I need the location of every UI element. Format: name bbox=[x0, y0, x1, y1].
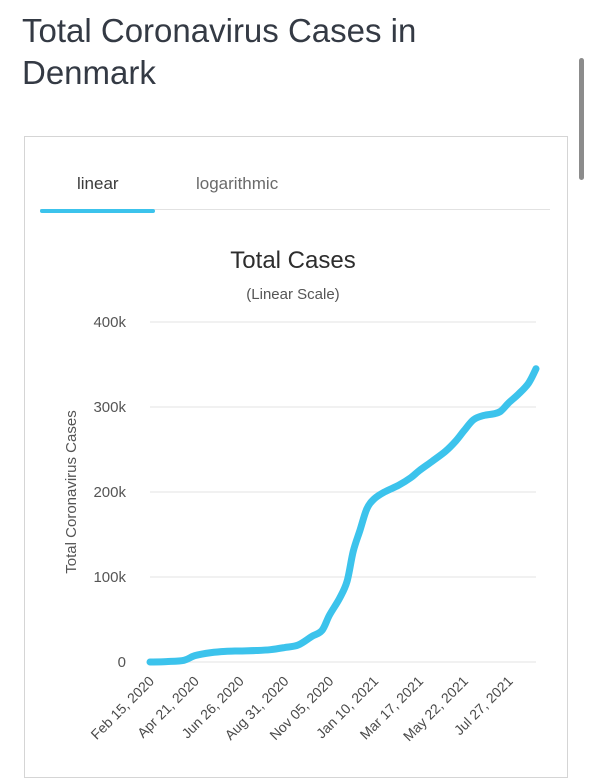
y-tick-label: 300k bbox=[93, 399, 126, 416]
y-axis-label: Total Coronavirus Cases bbox=[63, 410, 80, 573]
y-tick-label: 0 bbox=[118, 654, 126, 671]
y-axis-ticks: 0 100k 200k 300k 400k bbox=[93, 314, 126, 671]
page-title: Total Coronavirus Cases in Denmark bbox=[22, 12, 417, 91]
tab-linear[interactable]: linear bbox=[77, 174, 119, 193]
chart-title: Total Cases bbox=[230, 247, 355, 274]
tab-active-indicator bbox=[40, 209, 155, 213]
scrollbar[interactable] bbox=[579, 58, 584, 180]
y-tick-label: 100k bbox=[93, 569, 126, 586]
y-tick-label: 200k bbox=[93, 484, 126, 501]
grid-lines bbox=[150, 321, 536, 663]
chart-card bbox=[24, 136, 568, 778]
series-layer bbox=[146, 365, 540, 666]
y-tick-label: 400k bbox=[93, 314, 126, 331]
series-line-total-cases bbox=[146, 365, 540, 666]
tab-logarithmic[interactable]: logarithmic bbox=[196, 174, 279, 193]
tab-divider bbox=[40, 209, 550, 210]
line-chart: Total Cases (Linear Scale) Total Coronav… bbox=[63, 247, 540, 744]
chart-subtitle: (Linear Scale) bbox=[246, 286, 339, 303]
